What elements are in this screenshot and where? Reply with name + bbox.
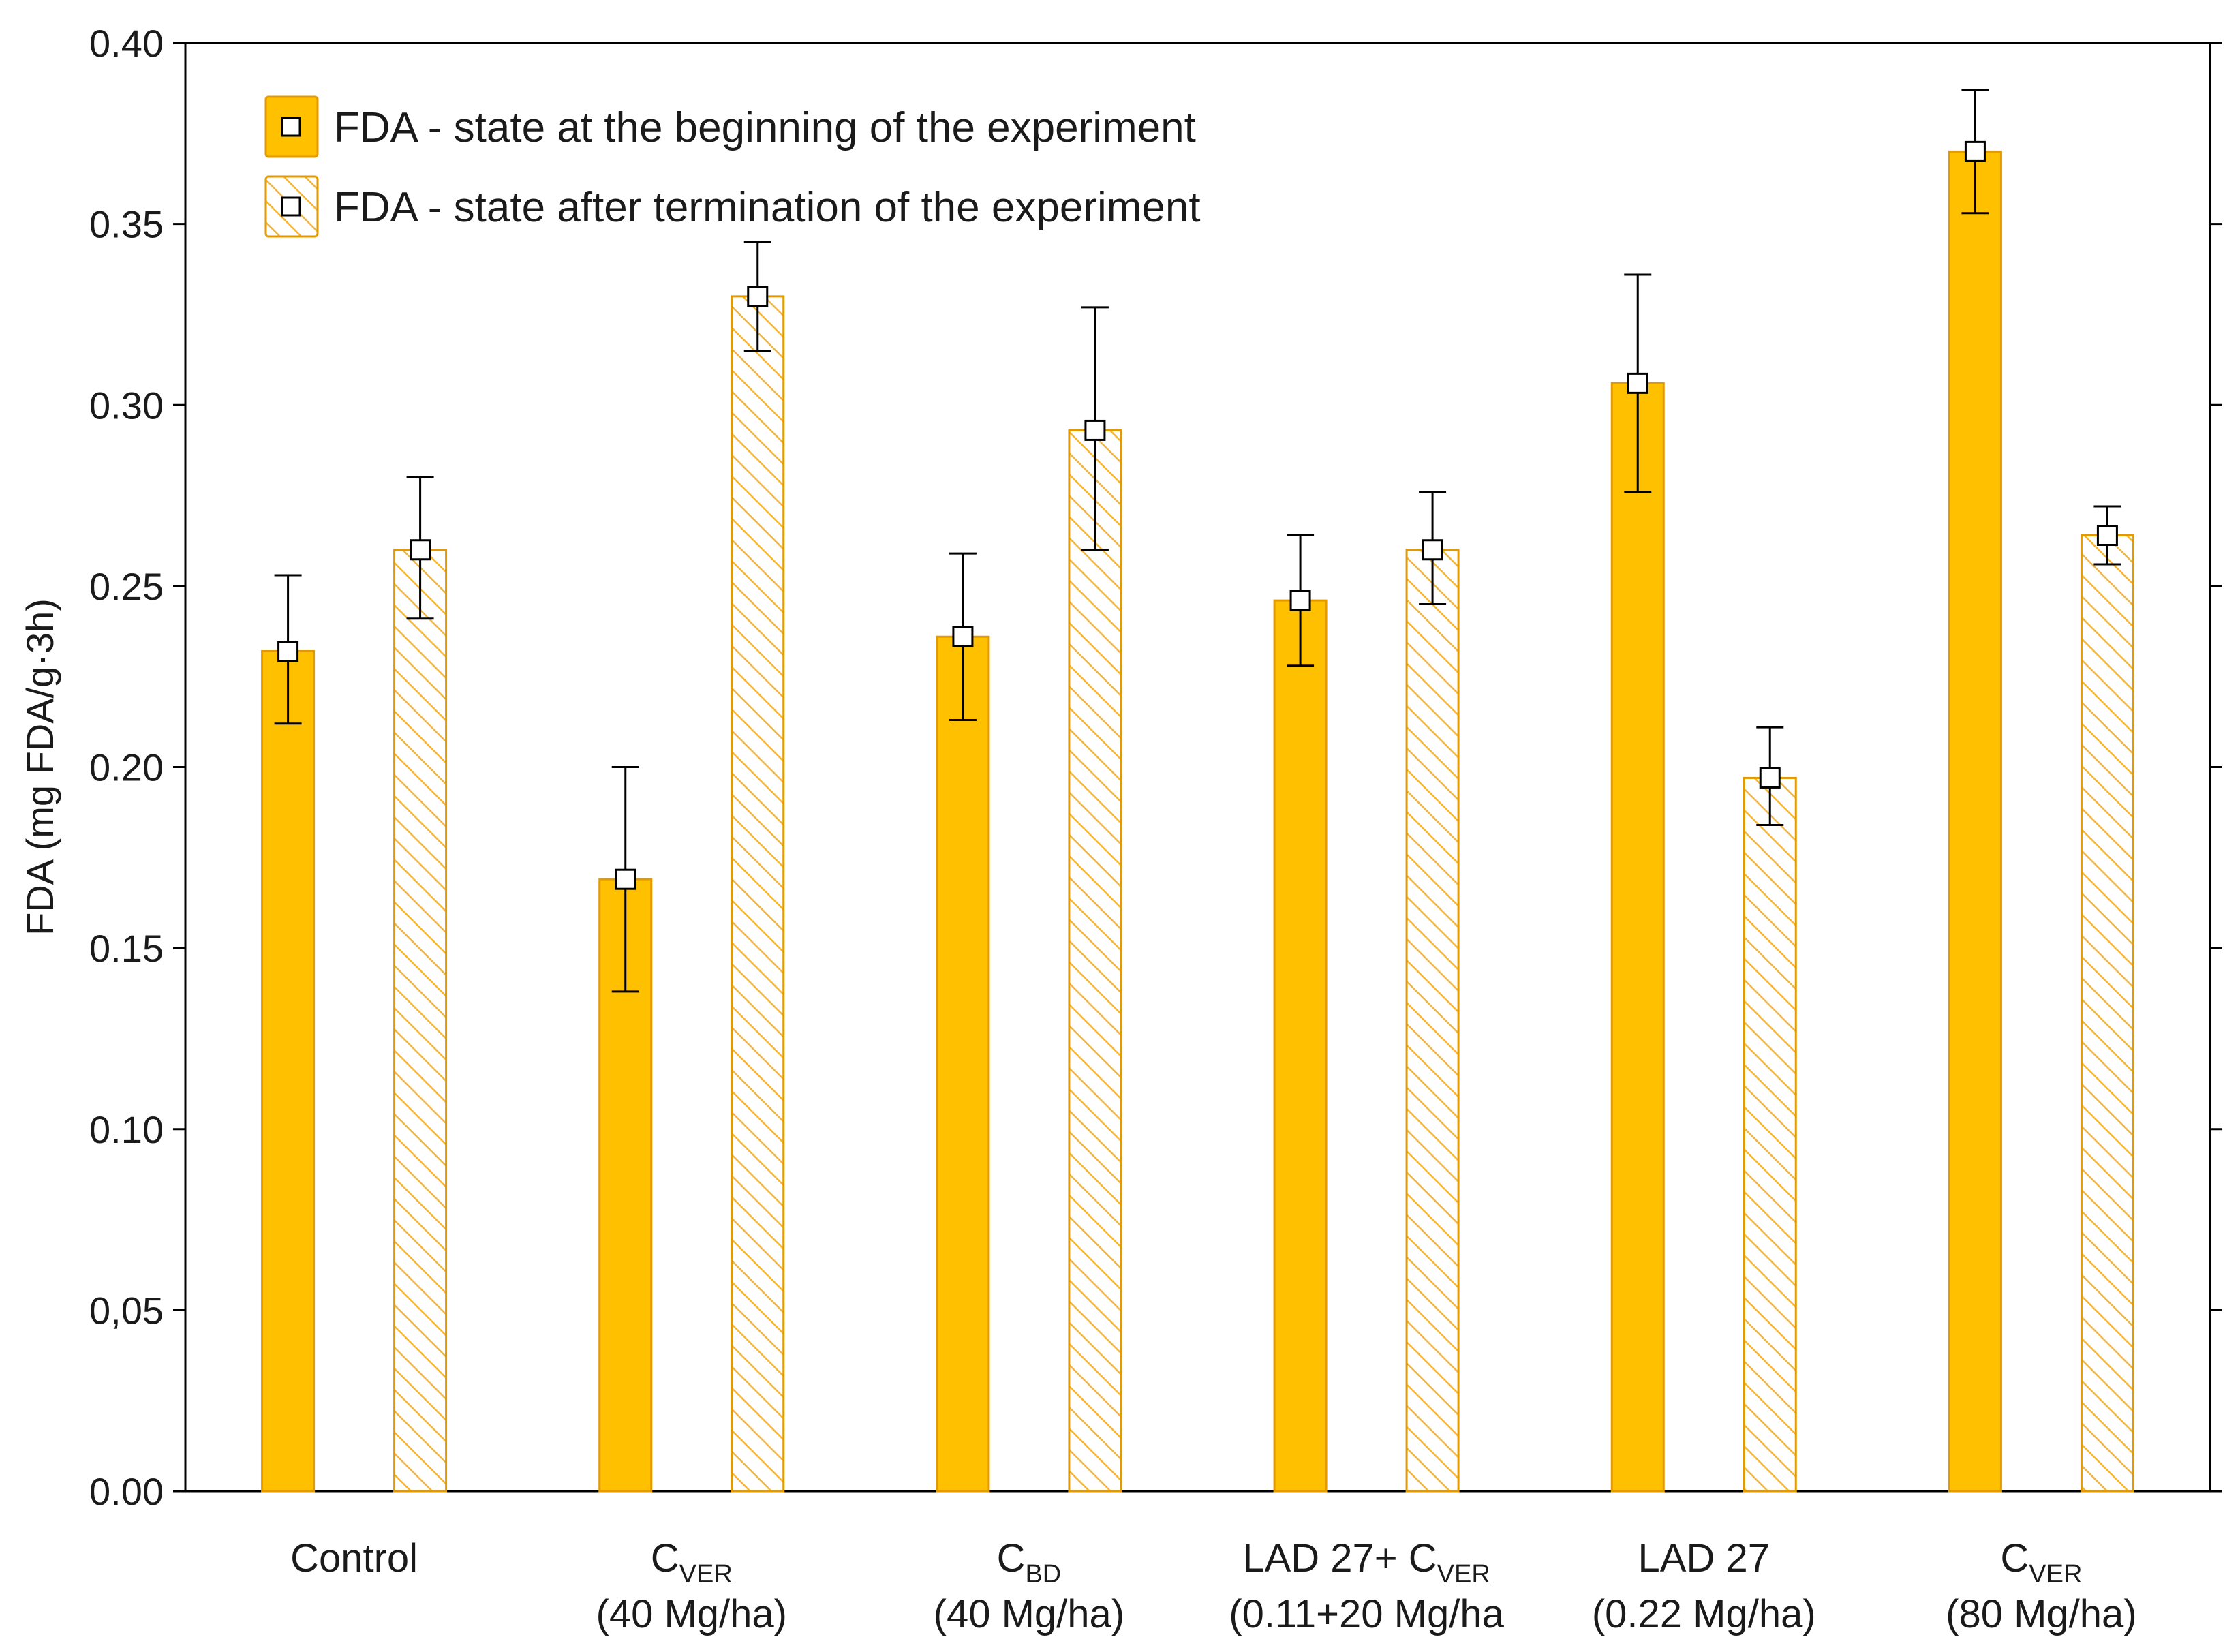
mean-marker <box>1422 539 1443 561</box>
x-category-main: C <box>997 1536 1026 1580</box>
mean-marker <box>1964 140 1986 162</box>
x-category-subscript: VER <box>2029 1560 2082 1589</box>
bar-after <box>1743 776 1797 1493</box>
y-axis: 0.00 0,05 0.10 0.15 0.20 0.25 0.30 0.35 0.40 FDA … <box>18 22 2222 1513</box>
bar-before <box>1948 150 2002 1493</box>
mean-marker <box>747 286 769 307</box>
plot-frame <box>184 42 2211 1493</box>
mean-marker <box>277 641 299 662</box>
bar-after <box>731 295 785 1493</box>
y-tick-label: 0.40 <box>89 22 164 65</box>
error-bars-layer <box>274 89 2121 993</box>
x-category-sublabel: (0.22 Mg/ha) <box>1592 1592 1816 1636</box>
x-category-main: Control <box>290 1536 418 1580</box>
mean-marker <box>1759 767 1781 789</box>
mean-marker <box>615 868 636 890</box>
y-tick-label: 0.25 <box>89 565 164 608</box>
x-axis: Control CVER(40 Mg/ha)CBD(40 Mg/ha)LAD 27… <box>290 1536 2137 1636</box>
y-tick-label: 0.30 <box>89 384 164 427</box>
bar-before <box>936 635 990 1493</box>
bar-after <box>1405 549 1460 1493</box>
x-category-label: CVER <box>651 1536 733 1589</box>
x-category-label: LAD 27 <box>1638 1536 1770 1580</box>
y-tick-label: 0.20 <box>89 746 164 789</box>
mean-marker <box>2096 525 2118 546</box>
bar-after <box>1068 429 1122 1493</box>
mean-marker <box>1627 372 1648 394</box>
x-category-main: C <box>2000 1536 2029 1580</box>
legend-label: FDA - state at the beginning of the expe… <box>334 104 1196 151</box>
bar-before <box>1273 599 1328 1493</box>
y-tick-label: 0.15 <box>89 927 164 970</box>
x-category-main: LAD 27 <box>1638 1536 1770 1580</box>
x-category-subscript: VER <box>679 1560 733 1589</box>
x-category-subscript: BD <box>1025 1560 1061 1589</box>
mean-marker <box>410 539 431 561</box>
y-tick-label: 0,05 <box>89 1289 164 1332</box>
y-tick-label: 0.35 <box>89 203 164 246</box>
mean-marker <box>1084 419 1106 441</box>
x-category-label: Control <box>290 1536 418 1580</box>
y-tick-label: 0.00 <box>89 1470 164 1513</box>
mean-marker <box>1289 590 1311 611</box>
bar-before <box>261 650 316 1493</box>
mean-marker <box>952 626 974 647</box>
legend-marker <box>281 117 301 137</box>
x-category-label: LAD 27+ CVER <box>1242 1536 1490 1589</box>
x-category-label: CBD <box>997 1536 1062 1589</box>
bar-before <box>1610 382 1665 1493</box>
y-axis-title: FDA (mg FDA/g·3h) <box>18 598 61 936</box>
x-category-sublabel: (0.11+20 Mg/ha <box>1229 1592 1504 1636</box>
plot-area <box>184 42 2211 1493</box>
x-category-subscript: VER <box>1437 1560 1490 1589</box>
x-category-main: C <box>651 1536 679 1580</box>
bar-after <box>2080 534 2134 1493</box>
bar-after <box>393 549 448 1493</box>
legend: FDA - state at the beginning of the expe… <box>264 95 1201 238</box>
bars-layer <box>261 150 2134 1493</box>
x-category-label: CVER <box>2000 1536 2082 1589</box>
x-category-main: LAD 27+ C <box>1242 1536 1437 1580</box>
y-tick-label: 0.10 <box>89 1108 164 1151</box>
legend-label: FDA - state after termination of the exp… <box>334 184 1201 231</box>
x-category-sublabel: (40 Mg/ha) <box>934 1592 1124 1636</box>
x-category-sublabel: (40 Mg/ha) <box>596 1592 787 1636</box>
legend-marker <box>281 196 301 217</box>
x-category-sublabel: (80 Mg/ha) <box>1946 1592 2136 1636</box>
